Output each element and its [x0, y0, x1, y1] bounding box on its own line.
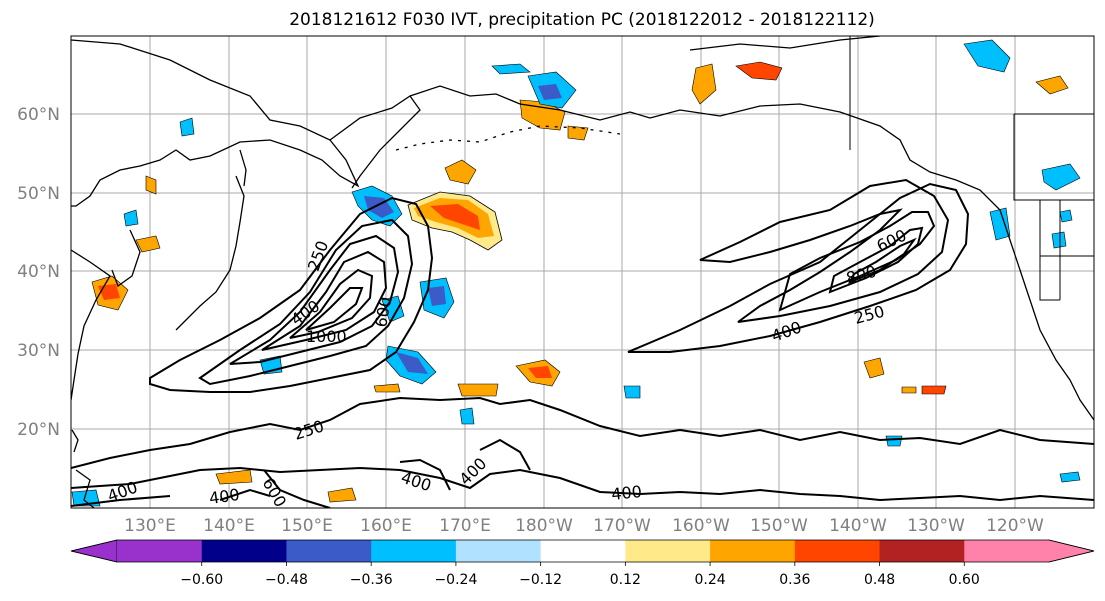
china-coast	[71, 249, 111, 401]
aleutians	[395, 125, 621, 151]
lat-label: 50°N	[17, 184, 60, 204]
alaska-north	[689, 36, 881, 51]
lon-label: 160°E	[360, 516, 412, 536]
ivt-1000-west	[289, 268, 374, 339]
ivt-800-east	[828, 226, 924, 294]
colorbar-swatch	[286, 540, 372, 562]
map-title: 2018121612 F030 IVT, precipitation PC (2…	[289, 10, 875, 30]
contour-label: 400	[610, 482, 642, 504]
colorbar-swatch	[201, 540, 287, 562]
latitude-labels: 20°N 30°N 40°N 50°N 60°N	[17, 105, 60, 440]
lon-label: 150°E	[281, 516, 333, 536]
colorbar-swatch	[710, 540, 796, 562]
lon-label: 180°W	[515, 516, 573, 536]
colorbar-swatch	[964, 540, 1050, 562]
contour-label: 400	[208, 485, 241, 508]
lon-label: 170°E	[439, 516, 491, 536]
lat-label: 60°N	[17, 105, 60, 125]
colorbar-swatch	[371, 540, 457, 562]
kamchatka	[329, 95, 421, 189]
ivt-250-west	[149, 196, 434, 393]
precip-anomalies	[71, 39, 1081, 507]
positive-anomaly-alaska2	[691, 63, 717, 105]
lon-label: 140°E	[203, 516, 255, 536]
lat-label: 40°N	[17, 262, 60, 282]
sakhalin	[239, 149, 247, 187]
ivt-400-south	[71, 466, 1094, 502]
ivt-600-south	[263, 469, 331, 508]
colorbar-swatch	[455, 540, 542, 562]
positive-anomaly-nw-pacific	[407, 191, 503, 251]
colorbar-tick-label: −0.48	[265, 572, 308, 588]
japan	[175, 175, 245, 331]
colorbar-tick-label: 0.36	[779, 572, 810, 588]
positive-anomaly-small	[444, 159, 477, 185]
colorbar-tick-label: −0.24	[434, 572, 477, 588]
positive-anomaly-alaska	[735, 61, 783, 81]
lat-label: 30°N	[17, 341, 60, 361]
positive-anomaly-south	[215, 469, 253, 485]
colorbar-tick-label: 0.48	[864, 572, 895, 588]
ivt-600-west	[229, 234, 400, 365]
colorbar-swatch	[879, 540, 965, 562]
ivt-250-east	[627, 182, 970, 353]
map-background	[71, 36, 1094, 508]
lon-label: 120°W	[986, 516, 1044, 536]
lon-label: 140°W	[829, 516, 887, 536]
negative-anomaly-canada	[1041, 163, 1081, 191]
colorbar-tick-label: −0.12	[519, 572, 562, 588]
colorbar-swatch	[117, 540, 203, 562]
lon-label: 160°W	[672, 516, 730, 536]
colorbar-tick-label: 0.12	[610, 572, 641, 588]
colorbar-extend-max	[1048, 539, 1095, 563]
contour-label: 1000	[306, 327, 347, 346]
lon-label: 170°W	[593, 516, 651, 536]
ivt-600-east	[778, 211, 936, 312]
chukotka	[409, 85, 651, 121]
ivt-250-south	[71, 396, 1094, 469]
positive-anomaly-canada	[1035, 75, 1069, 95]
colorbar: −0.60 −0.48 −0.36 −0.24 −0.12 0.12 0.24 0.36 0.4…	[70, 539, 1095, 588]
ivt-400-east	[699, 178, 950, 323]
lon-label: 130°W	[907, 516, 965, 536]
colorbar-extend-min	[70, 539, 118, 563]
colorbar-tick-label: 0.60	[949, 572, 980, 588]
colorbar-outline	[70, 539, 1095, 563]
alaska-coast	[649, 103, 1094, 421]
colorbar-tick-label: −0.60	[180, 572, 223, 588]
negative-anomaly-alaska	[963, 39, 1011, 73]
colorbar-swatch	[794, 540, 881, 562]
positive-anomaly-e-pacific	[863, 357, 885, 379]
lon-label: 130°E	[124, 516, 176, 536]
ivt-400-west	[198, 218, 414, 386]
coastlines	[71, 36, 1094, 508]
korea	[111, 229, 141, 288]
taiwan	[71, 429, 79, 453]
lat-label: 20°N	[17, 420, 60, 440]
colorbar-swatch	[625, 540, 711, 562]
map-frame	[70, 35, 1095, 509]
colorbar-tick-label: −0.36	[350, 572, 393, 588]
longitude-labels: 130°E 140°E 150°E 160°E 170°E 180°W 170°W 160°W…	[124, 516, 1044, 536]
ivt-contours	[71, 178, 1094, 508]
asia-coast	[71, 39, 360, 207]
map-panel: 250 400 1000 600 250 400 400 600 400 400…	[70, 35, 1095, 509]
borders	[849, 36, 1094, 301]
colorbar-swatch	[540, 540, 626, 562]
lon-label: 150°W	[750, 516, 808, 536]
colorbar-tick-label: 0.24	[695, 572, 726, 588]
